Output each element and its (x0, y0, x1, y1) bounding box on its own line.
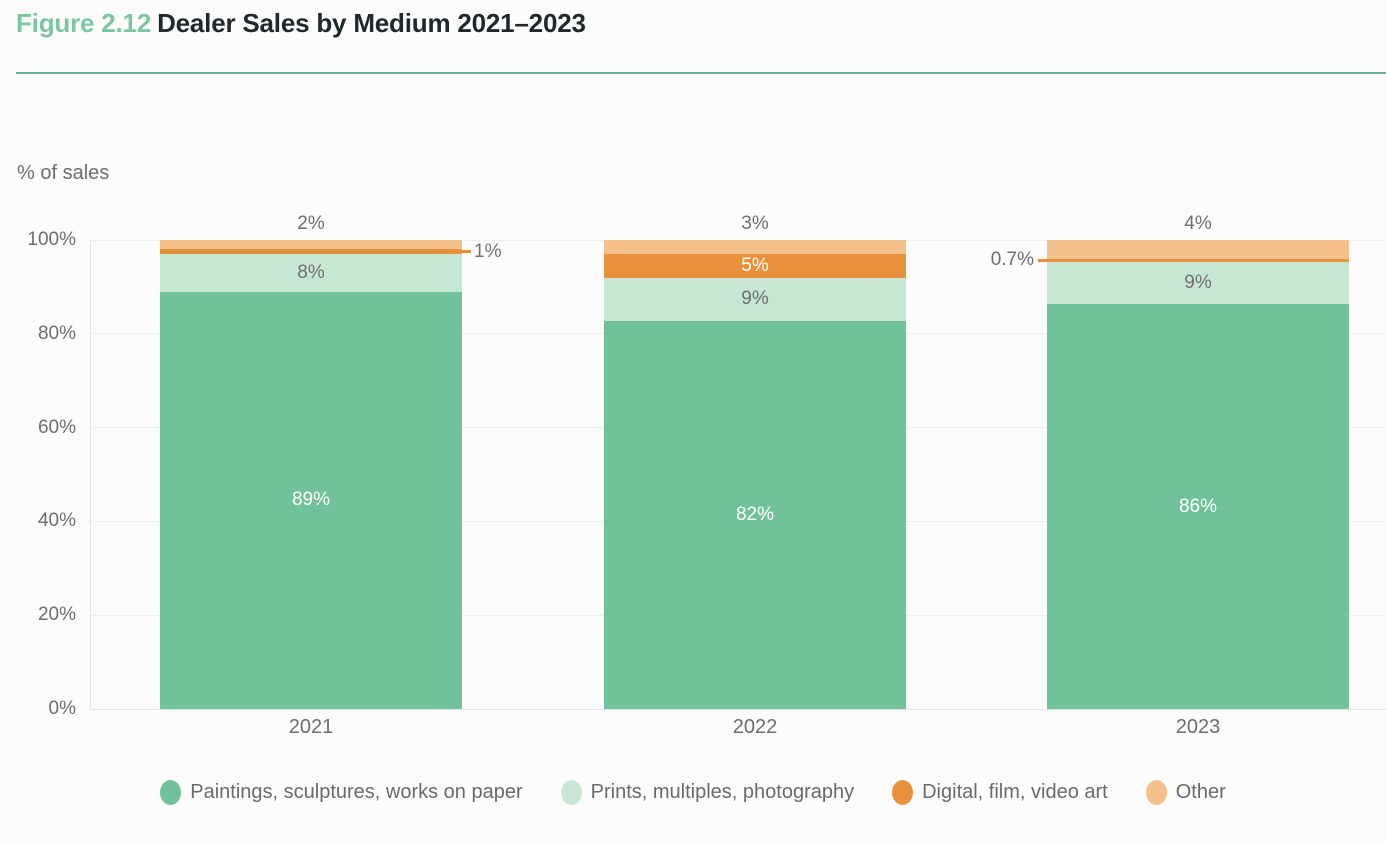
segment-label: 3% (741, 213, 769, 234)
segment-label: 4% (1184, 213, 1212, 234)
y-axis-tick-label: 0% (48, 698, 76, 719)
x-axis-tick-label: 2023 (1175, 716, 1221, 738)
bar-segment (160, 291, 462, 709)
legend-label: Other (1175, 781, 1226, 803)
legend-swatch (892, 780, 914, 805)
figure-number: Figure 2.12 (16, 8, 152, 38)
y-axis-line (90, 240, 91, 709)
bar-segment (1047, 262, 1349, 305)
segment-label: 2% (297, 213, 325, 234)
legend-label: Prints, multiples, photography (590, 781, 855, 803)
bar-segment (604, 240, 906, 255)
legend-swatch (1145, 780, 1167, 805)
legend-label: Digital, film, video art (922, 781, 1108, 803)
gridline (90, 708, 1386, 710)
legend: Paintings, sculptures, works on paper Pri… (0, 780, 1386, 805)
y-axis-title: % of sales (17, 162, 110, 184)
y-axis-tick-label: 80% (37, 322, 76, 344)
bar-segment (160, 254, 462, 292)
bar-segment (160, 249, 462, 255)
title-divider (16, 72, 1386, 74)
bar-segment (604, 277, 906, 321)
bar-segment (1047, 240, 1349, 259)
legend-item: Paintings, sculptures, works on paper (160, 780, 523, 805)
y-axis-tick-label: 60% (37, 416, 76, 438)
bar-segment (160, 240, 462, 250)
segment-label: 1% (474, 240, 502, 262)
legend-item: Prints, multiples, photography (560, 780, 855, 805)
y-axis-tick-label: 40% (37, 510, 76, 532)
figure-title: Figure 2.12 Dealer Sales by Medium 2021–2… (16, 8, 586, 39)
legend-swatch (560, 780, 582, 805)
y-axis-tick-label: 20% (37, 604, 76, 626)
bar-segment (604, 254, 906, 278)
x-axis-tick-label: 2021 (288, 716, 334, 738)
figure-title-text: Dealer Sales by Medium 2021–2023 (157, 8, 586, 38)
bar-segment (1047, 304, 1349, 709)
bar-segment (1047, 258, 1349, 263)
legend-item: Other (1145, 780, 1226, 805)
leader-line (1038, 258, 1047, 262)
legend-label: Paintings, sculptures, works on paper (190, 781, 523, 803)
legend-item: Digital, film, video art (892, 780, 1108, 805)
bar-segment (604, 320, 906, 709)
y-axis-tick-label: 100% (27, 229, 76, 250)
legend-swatch (160, 780, 182, 805)
x-axis-tick-label: 2022 (732, 716, 778, 738)
segment-label: 0.7% (990, 249, 1034, 271)
leader-line (462, 250, 471, 254)
